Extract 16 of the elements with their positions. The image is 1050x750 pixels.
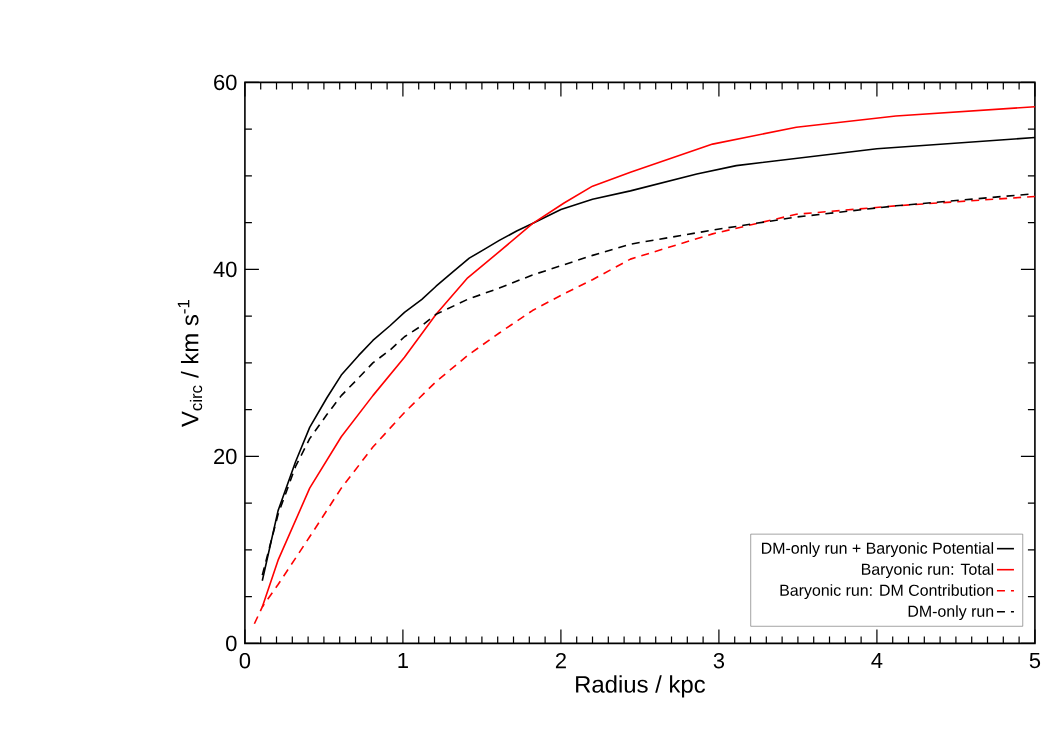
x-tick-label: 3	[713, 652, 725, 669]
legend-label: DM-only run + Baryonic Potential	[762, 542, 994, 557]
y-tick-label: 40	[213, 261, 237, 278]
x-tick-label: 4	[871, 652, 883, 668]
legend-label: Baryonic run: Total	[861, 563, 994, 579]
x-tick-label: 1	[398, 652, 408, 668]
x-axis-title: Radius / kpc	[576, 675, 706, 698]
x-tick-label: 0	[239, 652, 251, 669]
legend-label: Baryonic run: DM Contribution	[780, 584, 994, 600]
x-tick-label: 5	[1029, 652, 1041, 669]
y-axis-title: V$_{circ}$ / km s$^{-1}$	[177, 300, 203, 427]
y-tick-label: 0	[226, 635, 237, 652]
y-tick-label: 20	[214, 448, 237, 465]
legend-label: DM-only run	[908, 605, 994, 621]
x-tick-label: 2	[555, 652, 566, 669]
y-tick-label: 60	[214, 74, 237, 91]
